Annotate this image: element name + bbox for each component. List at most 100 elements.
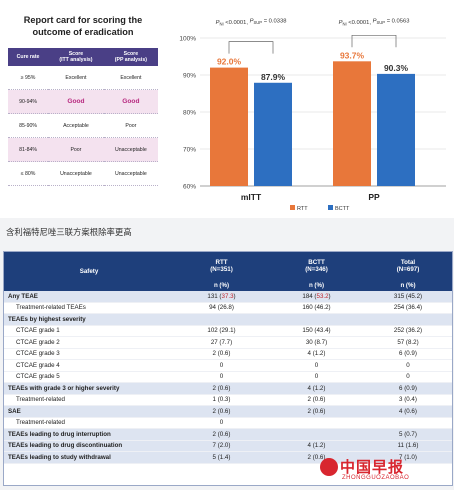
safety-cell-c2: 160 (46.2) (269, 302, 364, 314)
safety-cell-c2: 150 (43.4) (269, 325, 364, 337)
rc-cell-pp: Poor (103, 113, 158, 138)
safety-row: SAE 2 (0.6) 2 (0.6) 4 (0.6) (4, 405, 452, 418)
category-label: PP (368, 192, 380, 202)
safety-cell-c2: 184 (53.2) (269, 291, 364, 303)
y-tick-label: 80% (183, 110, 196, 117)
legend-label: BCTT (335, 206, 350, 212)
safety-cell-c1: 27 (7.7) (174, 336, 269, 349)
rc-cell-rate: 85-90% (8, 113, 49, 138)
safety-row: TEAEs by highest severity (4, 313, 452, 326)
safety-cell-c1: 2 (0.6) (174, 348, 269, 360)
safety-row-label: CTCAE grade 5 (4, 371, 174, 383)
safety-header: Safety (4, 252, 174, 291)
watermark-subtext: ZHONGGUOZAOBAO (342, 475, 410, 481)
bar-value-label: 92.0% (217, 57, 242, 67)
safety-row: Any TEAE 131 (37.3) 184 (53.2) 315 (45.2) (4, 291, 452, 303)
safety-row: Treatment-related 1 (0.3) 2 (0.6) 3 (0.4) (4, 394, 452, 406)
safety-cell-c2: 0 (269, 359, 364, 372)
rc-cell-itt: Excellent (48, 66, 104, 90)
y-tick-label: 90% (183, 73, 196, 80)
safety-cell-c2: 4 (1.2) (269, 440, 364, 452)
p-value-label: PNI <0.0001, PSUP = 0.0563 (339, 19, 410, 27)
safety-cell-c1: 94 (26.8) (174, 302, 269, 314)
safety-row-label: SAE (4, 405, 174, 418)
safety-cell-c3: 3 (0.4) (364, 394, 452, 406)
safety-row-label: Treatment-related (4, 394, 174, 406)
safety-cell-c3: 7 (1.0) (364, 451, 452, 464)
safety-cell-c2: 2 (0.6) (269, 451, 364, 464)
safety-row: CTCAE grade 1 102 (29.1) 150 (43.4) 252 (36… (4, 325, 452, 337)
safety-cell-c1: 0 (174, 417, 269, 429)
safety-cell-c3: 0 (364, 371, 452, 383)
watermark-logo-icon (320, 458, 338, 476)
rc-cell-itt: Good (48, 89, 104, 114)
safety-row-label: TEAEs with grade 3 or higher severity (4, 382, 174, 395)
safety-cell-c3: 0 (364, 359, 452, 372)
legend-swatch (290, 205, 295, 210)
safety-cell-c3: 57 (8.2) (364, 336, 452, 349)
safety-cell-c2: 4 (1.2) (269, 382, 364, 395)
safety-row-label: TEAEs leading to drug interruption (4, 428, 174, 441)
safety-row: TEAEs with grade 3 or higher severity 2 (… (4, 382, 452, 395)
safety-cell-c2 (269, 417, 364, 429)
safety-row-label: TEAEs leading to study withdrawal (4, 451, 174, 464)
safety-cell-c3 (364, 417, 452, 429)
rc-row: ≤ 80% Unacceptable Unacceptable (8, 161, 158, 186)
figure-panel: Report card for scoring the outcome of e… (0, 0, 454, 218)
safety-row-label: Treatment-related TEAEs (4, 302, 174, 314)
bar-rtt-pp (333, 61, 371, 187)
safety-cell-c1: 102 (29.1) (174, 325, 269, 337)
safety-row-label: CTCAE grade 1 (4, 325, 174, 337)
rc-cell-rate: 81-84% (8, 137, 49, 162)
y-tick-label: 100% (179, 36, 196, 43)
safety-table-panel: Safety RTT (N=351) BCTT (N=346) Total (N=69… (3, 251, 453, 486)
safety-cell-c1: 7 (2.0) (174, 440, 269, 452)
bar-value-label: 90.3% (384, 63, 409, 73)
bar-value-label: 93.7% (340, 50, 365, 60)
rc-cell-pp: Good (103, 89, 158, 114)
safety-cell-c2: 0 (269, 371, 364, 383)
safety-cell-c2 (269, 313, 364, 326)
rc-cell-rate: 90-94% (8, 89, 49, 114)
report-card: Report card for scoring the outcome of e… (8, 14, 158, 38)
safety-cell-c1: 1 (0.3) (174, 394, 269, 406)
safety-cell-c2: 2 (0.6) (269, 405, 364, 418)
rc-cell-pp: Unacceptable (103, 137, 158, 162)
safety-highlight-value: 37.3 (221, 292, 234, 300)
report-card-title: Report card for scoring the outcome of e… (23, 15, 143, 37)
rc-cell-itt: Unacceptable (48, 161, 104, 186)
safety-cell-c1: 2 (0.6) (174, 428, 269, 441)
rc-cell-pp: Unacceptable (103, 161, 158, 186)
rc-cell-itt: Acceptable (48, 113, 104, 138)
bctt-header: BCTT (N=346) (269, 252, 364, 279)
report-card-table: Cure rate Score (ITT analysis) Score (PP a… (8, 48, 158, 186)
rc-cell-itt: Poor (48, 137, 104, 162)
safety-cell-c2: 2 (0.6) (269, 394, 364, 406)
safety-cell-c1: 2 (0.6) (174, 405, 269, 418)
safety-row-label: Any TEAE (4, 291, 174, 303)
significance-bracket (228, 41, 274, 54)
safety-cell-c3: 6 (0.9) (364, 348, 452, 360)
y-tick-label: 70% (183, 147, 196, 154)
safety-cell-c2 (269, 428, 364, 441)
safety-row-label: TEAEs by highest severity (4, 313, 174, 326)
legend-label: RTT (297, 206, 308, 212)
rc-cell-rate: ≤ 80% (8, 161, 49, 186)
safety-row-label: TEAEs leading to drug discontinuation (4, 440, 174, 452)
total-header: Total (N=697) (364, 252, 452, 279)
safety-cell-c3: 5 (0.7) (364, 428, 452, 441)
legend-swatch (328, 205, 333, 210)
bctt-unit: n (%) (269, 279, 364, 291)
safety-row: TEAEs leading to study withdrawal 5 (1.4)… (4, 451, 452, 464)
p-value-label: PNI <0.0001, PSUP = 0.0338 (216, 19, 287, 27)
safety-row-label: CTCAE grade 2 (4, 336, 174, 349)
safety-cell-c1: 5 (1.4) (174, 451, 269, 464)
safety-cell-c1: 0 (174, 371, 269, 383)
rtt-unit: n (%) (174, 279, 269, 291)
safety-cell-c2: 4 (1.2) (269, 348, 364, 360)
safety-row: Treatment-related TEAEs 94 (26.8) 160 (46.… (4, 302, 452, 314)
rc-row: 85-90% Acceptable Poor (8, 113, 158, 138)
bar-chart-svg: 60% 70% 80% 90% 100% 92.0% 87.9% PNI <0.0001, P… (179, 19, 446, 212)
category-label: mITT (241, 192, 262, 202)
